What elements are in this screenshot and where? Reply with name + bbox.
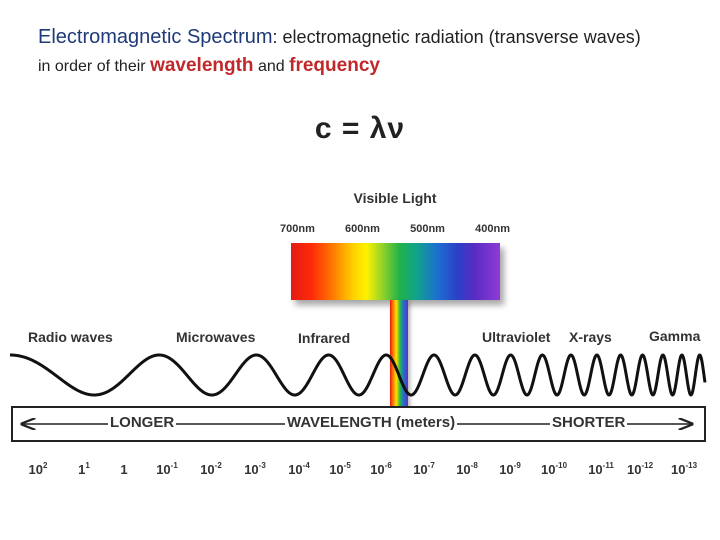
tick-base: 10: [670, 462, 686, 477]
scale-label-wavelength: WAVELENGTH (meters): [285, 414, 458, 431]
tick-label: 10-5: [329, 461, 351, 478]
tick-label: 10-6: [370, 461, 392, 478]
band-label-infrared: Infrared: [298, 330, 351, 346]
tick-exponent: -4: [302, 461, 310, 470]
nm-label-600: 600nm: [345, 223, 380, 235]
tick-label: 10-11: [588, 461, 614, 478]
nm-label-700: 700nm: [280, 223, 315, 235]
title-line-1: Electromagnetic Spectrum: electromagneti…: [38, 26, 641, 49]
title-conjunction: and: [253, 58, 290, 75]
tick-exponent: -12: [641, 461, 654, 470]
title-term-wavelength: wavelength: [150, 55, 254, 76]
visible-spectrum-gradient: [291, 243, 500, 300]
tick-base: 10: [329, 462, 344, 477]
wavelength-tick-labels: 102 11 1 10-1 10-2 10-3 10-4 10-5 10-6 10-7 10-8 10…: [0, 462, 720, 486]
tick-base: 10: [28, 462, 44, 477]
tick-label: 10-10: [540, 461, 568, 478]
tick-exponent: -1: [170, 461, 178, 470]
scale-label-longer: LONGER: [108, 414, 177, 431]
band-label-ultraviolet: Ultraviolet: [482, 329, 551, 345]
tick-label: 10-9: [499, 461, 521, 478]
tick-label: 10-1: [156, 461, 178, 478]
tick-label: 10-8: [456, 461, 478, 478]
tick-exponent: -3: [258, 461, 266, 470]
tick-exponent: -2: [214, 461, 222, 470]
tick-label: 10-13: [670, 461, 698, 478]
tick-label: 10-7: [413, 461, 435, 478]
chirp-wave: [9, 353, 707, 397]
visible-light-title: Visible Light: [353, 190, 437, 206]
nm-label-400: 400nm: [475, 223, 510, 235]
tick-label: 10-4: [288, 461, 310, 478]
chirp-wave-path: [9, 353, 707, 397]
tick-base: 10: [413, 462, 428, 477]
tick-base: 10: [200, 462, 215, 477]
tick-base: 1: [78, 462, 86, 477]
tick-exponent: -7: [427, 461, 435, 470]
tick-label: 11: [78, 461, 90, 478]
tick-base: 10: [588, 462, 603, 477]
tick-base: 10: [626, 462, 642, 477]
tick-label: 10-12: [626, 461, 654, 478]
tick-exponent: 2: [43, 461, 48, 470]
band-label-xrays: X-rays: [569, 329, 612, 345]
title-description: : electromagnetic radiation (transverse …: [272, 27, 641, 47]
band-label-gamma: Gamma: [649, 328, 701, 344]
tick-base: 10: [244, 462, 259, 477]
tick-exponent: -6: [384, 461, 392, 470]
tick-exponent: 1: [85, 461, 90, 470]
tick-exponent: -11: [602, 461, 614, 470]
tick-exponent: -10: [555, 461, 568, 470]
tick-exponent: -13: [685, 461, 698, 470]
visible-spectrum-beam: [390, 300, 408, 408]
tick-base: 10: [540, 462, 556, 477]
tick-base: 10: [370, 462, 385, 477]
title-term-frequency: frequency: [289, 55, 380, 76]
title-term-em-spectrum: Electromagnetic Spectrum: [38, 26, 273, 48]
tick-label: 1: [120, 462, 127, 477]
tick-base: 10: [288, 462, 303, 477]
tick-exponent: -8: [470, 461, 478, 470]
scale-label-shorter: SHORTER: [550, 414, 628, 431]
tick-base: 1: [120, 462, 128, 477]
tick-base: 10: [156, 462, 171, 477]
tick-exponent: -5: [343, 461, 351, 470]
title-line-2: in order of their wavelength and frequen…: [38, 55, 380, 77]
tick-label: 10-2: [200, 461, 222, 478]
nm-label-500: 500nm: [410, 223, 445, 235]
visible-wavelength-labels: 700nm 600nm 500nm 400nm: [280, 223, 510, 235]
tick-base: 10: [456, 462, 471, 477]
wave-formula: c = λν: [314, 112, 406, 145]
band-label-microwaves: Microwaves: [176, 329, 256, 345]
title-prefix: in order of their: [38, 58, 151, 75]
tick-exponent: -9: [513, 461, 521, 470]
band-label-radio: Radio waves: [28, 329, 113, 345]
tick-base: 10: [499, 462, 514, 477]
tick-label: 10-3: [244, 461, 266, 478]
tick-label: 102: [28, 461, 48, 478]
